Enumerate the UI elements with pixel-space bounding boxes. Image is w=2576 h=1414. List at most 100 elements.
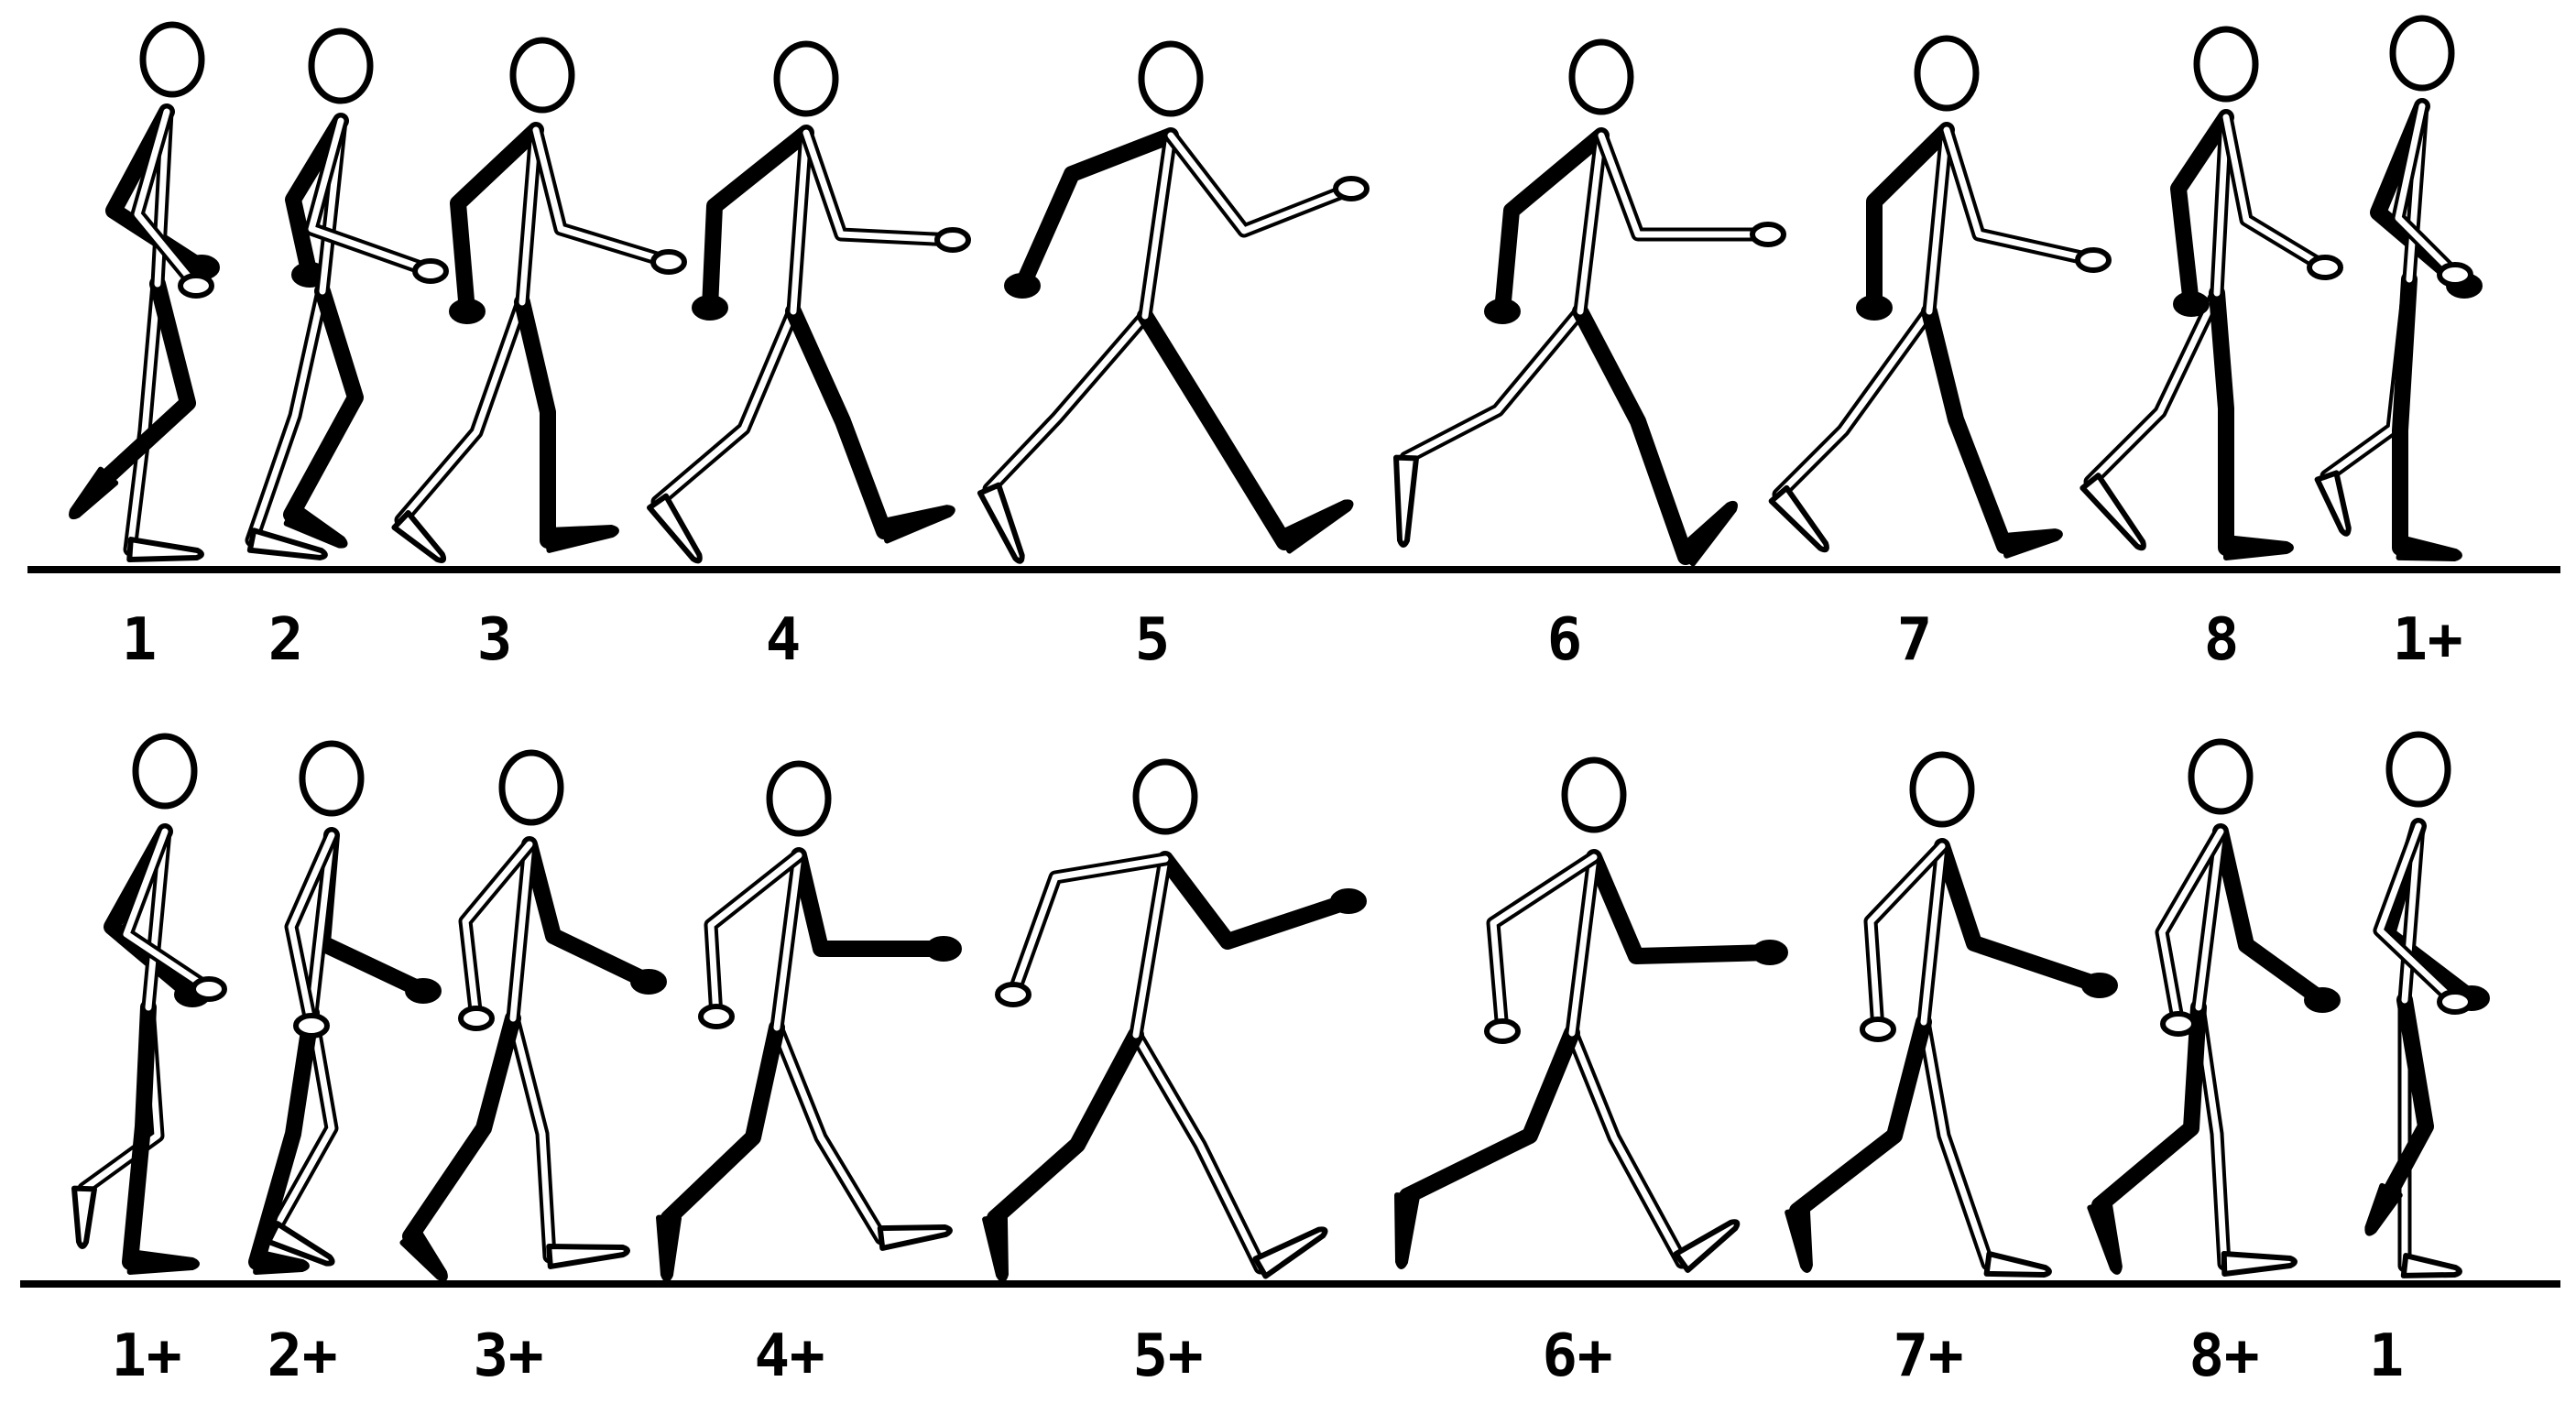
stick-figure <box>1394 756 1788 1273</box>
stick-figure <box>2364 731 2490 1278</box>
figure-hand-solid <box>449 299 486 324</box>
stick-figure <box>1785 751 2118 1278</box>
stick-figure <box>1393 38 1786 567</box>
figure-head <box>773 40 839 117</box>
figure-leg-outline <box>650 304 801 509</box>
figure-foot-outline <box>2221 1251 2298 1277</box>
stick-figure <box>391 37 687 564</box>
frame-label: 4 <box>766 606 802 674</box>
figure-arm-solid <box>791 847 952 957</box>
figure-foot-solid <box>656 1214 682 1282</box>
figure-foot-solid <box>253 1249 310 1275</box>
figure-leg-outline <box>2083 286 2224 489</box>
figure-foot-outline <box>1983 1251 2052 1278</box>
figure-foot-outline <box>646 493 703 564</box>
frame-label: 1+ <box>2392 606 2462 674</box>
figure-hand-outline <box>650 249 687 275</box>
figure-hand-solid <box>1752 940 1788 965</box>
figure-hand-solid <box>2081 973 2118 998</box>
figure-leg-solid <box>1572 303 1694 565</box>
frame-label: 8 <box>2204 606 2240 674</box>
figure-arm-solid <box>1494 127 1610 320</box>
stick-figure <box>982 758 1367 1282</box>
figure-arm-outline <box>799 125 960 247</box>
figure-leg-solid <box>100 276 196 484</box>
figure-head <box>308 27 374 104</box>
figure-hand-outline <box>1750 222 1786 247</box>
figure-head <box>1909 751 1975 828</box>
figure-head <box>766 760 832 837</box>
figure-leg-outline <box>394 295 529 528</box>
figure-foot-solid <box>2396 535 2462 561</box>
figure-foot-solid <box>543 525 619 553</box>
figure-hand-solid <box>2304 987 2341 1013</box>
figure-foot-solid <box>1785 1206 1813 1273</box>
figure-hand-solid <box>925 936 962 962</box>
figure-leg-solid <box>2091 999 2207 1213</box>
stick-figure <box>1768 35 2112 559</box>
figure-leg-solid <box>987 1027 1144 1226</box>
figure-head <box>498 749 564 826</box>
figure-foot-outline <box>977 482 1025 564</box>
figure-head <box>132 733 198 810</box>
frame-label: 3 <box>477 606 513 674</box>
figure-foot-outline <box>2079 473 2146 551</box>
figure-head <box>2193 26 2259 103</box>
figure-foot-solid <box>1675 500 1739 567</box>
figure-hand-outline <box>458 1006 495 1031</box>
figure-leg-solid <box>2383 992 2434 1199</box>
figure-hand-outline <box>412 258 449 284</box>
figure-hand-solid <box>630 969 667 995</box>
frame-label: 5 <box>1135 606 1171 674</box>
stick-figure <box>399 749 667 1282</box>
figure-leg-solid <box>1921 303 2013 554</box>
figure-arm-outline <box>1594 128 1775 242</box>
figure-foot-outline <box>877 1224 953 1251</box>
figure-foot-outline <box>71 1185 97 1249</box>
stick-figure <box>646 40 971 564</box>
stick-figure <box>69 21 220 562</box>
figure-foot-outline <box>391 510 447 564</box>
frame-label: 1 <box>122 606 158 674</box>
figure-head <box>2188 738 2254 815</box>
figure-foot-outline <box>1393 454 1419 548</box>
frame-label: 1 <box>2369 1322 2405 1390</box>
figure-hand-outline <box>178 273 214 299</box>
figure-arm-solid <box>2170 109 2234 312</box>
stick-figure <box>248 740 442 1275</box>
stick-figure <box>2087 738 2341 1277</box>
frame-label: 7 <box>1897 606 1933 674</box>
figure-arm-solid <box>314 827 431 999</box>
stick-figure <box>2079 26 2343 560</box>
figure-foot-solid <box>2364 1182 2403 1236</box>
stick-figure <box>245 27 449 560</box>
figure-foot-solid <box>126 1249 200 1275</box>
figure-arm-solid <box>2212 823 2330 1008</box>
figure-hand-outline <box>191 976 227 1002</box>
stick-figure <box>2314 15 2483 561</box>
figure-leg-solid <box>2209 285 2234 556</box>
figure-hand-outline <box>1484 1018 1521 1044</box>
figure-head <box>2385 731 2451 808</box>
figure-leg-outline <box>1399 304 1588 465</box>
figure-foot-solid <box>69 466 119 520</box>
figure-hand-outline <box>2160 1011 2197 1037</box>
figure-leg-solid <box>514 294 556 549</box>
figure-arm-solid <box>702 125 814 316</box>
frame-label: 2+ <box>267 1322 337 1390</box>
figure-foot-solid <box>399 1227 448 1282</box>
figure-hand-outline <box>293 1013 330 1039</box>
figure-foot-solid <box>2223 535 2294 560</box>
figure-hand-solid <box>405 978 442 1004</box>
figure-foot-outline <box>1673 1219 1741 1273</box>
figure-hand-solid <box>1484 299 1521 324</box>
figure-hand-outline <box>2075 247 2112 273</box>
figure-leg-solid <box>402 1010 521 1245</box>
figure-leg-solid <box>660 1019 785 1226</box>
figure-hand-solid <box>1004 273 1041 299</box>
figure-foot-outline <box>266 1221 335 1267</box>
figure-foot-solid <box>1276 499 1354 554</box>
frame-label: 6 <box>1547 606 1583 674</box>
frame-label: 7+ <box>1893 1322 1963 1390</box>
